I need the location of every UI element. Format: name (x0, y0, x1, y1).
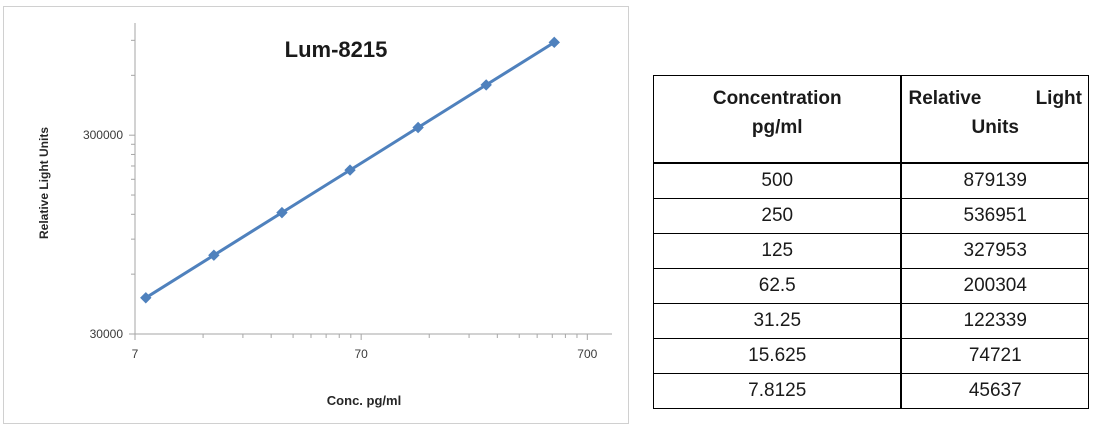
data-point (344, 164, 356, 176)
header-rlu-line1: Relative Light (908, 84, 1082, 113)
cell-concentration: 7.8125 (653, 373, 903, 409)
cell-concentration: 125 (653, 233, 903, 269)
table-row: 62.5 200304 (653, 268, 1089, 304)
y-tick-label: 30000 (90, 327, 124, 341)
cell-rlu: 122339 (901, 303, 1089, 339)
cell-rlu: 327953 (901, 233, 1089, 269)
data-point (276, 206, 288, 219)
data-point (412, 121, 424, 134)
data-table: Concentration pg/ml Relative Light Units… (653, 75, 1089, 409)
header-rlu-word2: Light (1035, 88, 1082, 109)
cell-rlu: 45637 (901, 373, 1089, 409)
chart-panel: 7 70 700 30000 300000 Lum-8215 Relative Ligh… (3, 6, 629, 424)
x-tick-label: 7 (132, 347, 139, 361)
table-row: 31.25 122339 (653, 303, 1089, 339)
header-concentration-line1: Concentration (712, 88, 842, 109)
cell-rlu: 74721 (901, 338, 1089, 374)
cell-concentration: 250 (653, 198, 903, 234)
chart-title: Lum-8215 (284, 37, 388, 62)
header-concentration: Concentration pg/ml (653, 75, 903, 163)
cell-concentration: 62.5 (653, 268, 903, 304)
y-axis-title: Relative Light Units (37, 126, 51, 240)
data-point (140, 292, 152, 304)
y-tick-label: 300000 (83, 128, 123, 142)
data-point (208, 249, 220, 261)
cell-concentration: 500 (653, 162, 903, 199)
cell-concentration: 15.625 (653, 338, 903, 374)
header-rlu: Relative Light Units (901, 76, 1088, 164)
data-point (548, 36, 560, 49)
data-point (480, 79, 492, 91)
header-rlu-word1: Relative (908, 88, 982, 109)
table-row: 7.8125 45637 (653, 373, 1089, 409)
cell-concentration: 31.25 (653, 303, 903, 339)
chart-plot: 7 70 700 30000 300000 (83, 23, 612, 361)
x-axis-title: Conc. pg/ml (326, 393, 402, 408)
header-concentration-line2: pg/ml (751, 117, 803, 139)
cell-rlu: 879139 (901, 162, 1089, 199)
table-row: 250 536951 (653, 198, 1089, 234)
cell-rlu: 200304 (901, 268, 1089, 304)
table-row: 500 879139 (653, 162, 1089, 199)
cell-rlu: 536951 (901, 198, 1089, 234)
table-row: 125 327953 (653, 233, 1089, 269)
header-rlu-line2: Units (971, 117, 1019, 139)
x-tick-label: 700 (577, 347, 597, 361)
x-tick-label: 70 (354, 347, 368, 361)
table-row: 15.625 74721 (653, 338, 1089, 374)
table-header-row: Concentration pg/ml Relative Light Units (653, 75, 1089, 164)
